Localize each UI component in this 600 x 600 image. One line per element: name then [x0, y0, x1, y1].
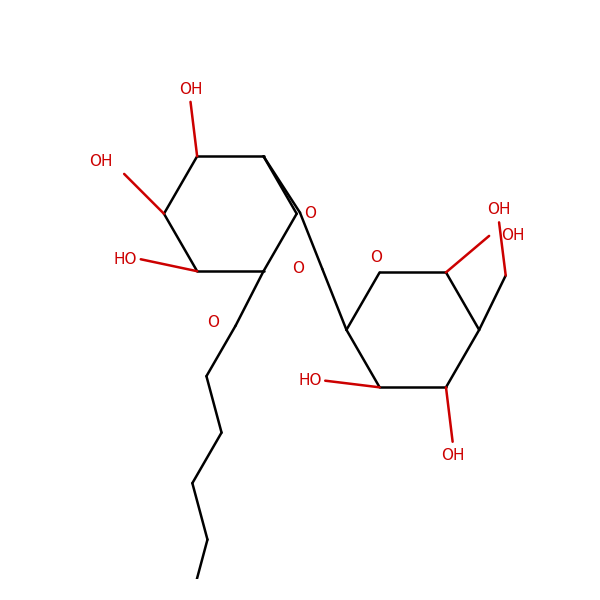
Text: HO: HO	[298, 373, 322, 388]
Text: OH: OH	[501, 229, 524, 244]
Text: O: O	[370, 250, 382, 265]
Text: HO: HO	[114, 252, 137, 267]
Text: O: O	[292, 262, 304, 277]
Text: O: O	[304, 206, 316, 221]
Text: OH: OH	[441, 448, 464, 463]
Text: OH: OH	[179, 82, 202, 97]
Text: OH: OH	[487, 202, 511, 217]
Text: OH: OH	[89, 154, 112, 169]
Text: O: O	[207, 315, 219, 330]
